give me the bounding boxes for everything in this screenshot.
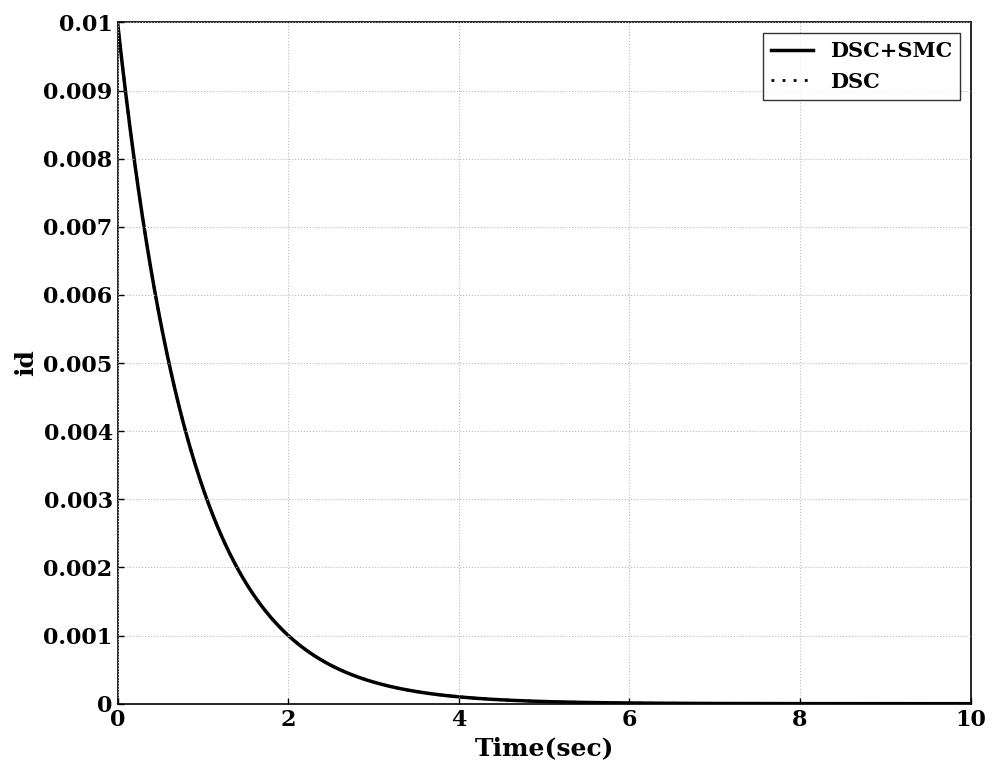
DSC (112, 18, 124, 27)
DSC (748, 699, 760, 708)
DSC (267, 615, 279, 624)
X-axis label: Time(sec): Time(sec) (474, 736, 614, 760)
DSC (623, 698, 635, 707)
DSC+SMC (965, 699, 977, 708)
DSC+SMC (267, 615, 279, 624)
Line: DSC+SMC: DSC+SMC (118, 22, 971, 704)
DSC+SMC (623, 698, 635, 707)
Line: DSC: DSC (118, 22, 971, 704)
DSC+SMC (748, 699, 760, 708)
DSC+SMC (438, 690, 450, 700)
DSC (666, 699, 678, 708)
DSC+SMC (666, 699, 678, 708)
Y-axis label: id: id (14, 350, 38, 376)
DSC (965, 699, 977, 708)
DSC+SMC (813, 699, 825, 708)
DSC+SMC (112, 18, 124, 27)
DSC (813, 699, 825, 708)
DSC (438, 690, 450, 700)
Legend: DSC+SMC, DSC: DSC+SMC, DSC (763, 33, 960, 100)
